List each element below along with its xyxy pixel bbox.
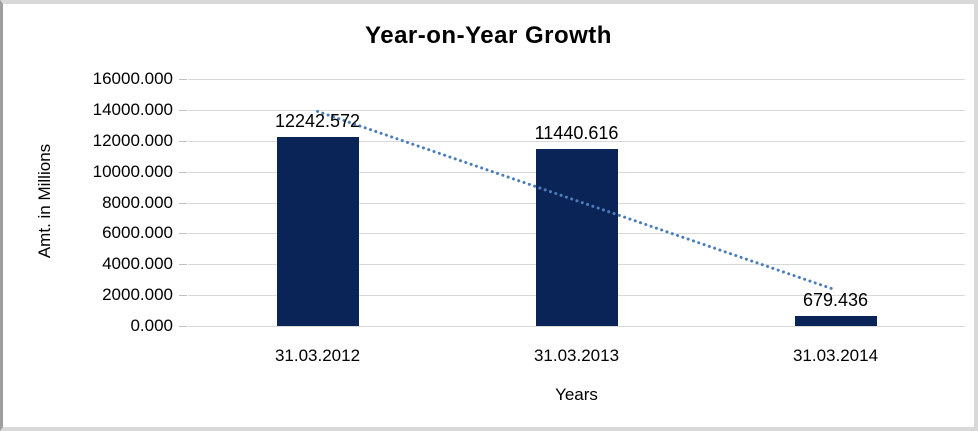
bar-31.03.2014[interactable] bbox=[794, 315, 877, 326]
y-tick-label: 16000.000 bbox=[92, 69, 173, 88]
x-tick-label: 31.03.2014 bbox=[792, 346, 879, 365]
data-label: 679.436 bbox=[802, 289, 869, 310]
y-tick-label: 14000.000 bbox=[92, 99, 173, 119]
gridline bbox=[188, 109, 965, 111]
plot-area: 12242.572 11440.616 679.436 bbox=[188, 79, 965, 327]
y-tick-mark bbox=[179, 202, 187, 204]
y-tick-label: 6000.000 bbox=[102, 223, 173, 243]
bar-31.03.2013[interactable] bbox=[535, 149, 618, 326]
y-tick-mark bbox=[179, 171, 187, 173]
y-tick-label: 12000.000 bbox=[92, 130, 173, 150]
chart-title: Year-on-Year Growth bbox=[365, 22, 612, 49]
gridline bbox=[188, 140, 965, 142]
y-tick-mark bbox=[179, 264, 187, 266]
trendline bbox=[316, 109, 837, 292]
x-tick-label: 31.03.2013 bbox=[533, 346, 620, 365]
y-tick-label: 10000.000 bbox=[92, 161, 173, 181]
y-tick-mark bbox=[179, 233, 187, 235]
y-tick-mark bbox=[179, 109, 187, 111]
y-tick-label: 2000.000 bbox=[102, 285, 173, 305]
x-tick-label: 31.03.2012 bbox=[274, 346, 361, 365]
bar-31.03.2012[interactable] bbox=[276, 137, 359, 326]
y-tick-mark bbox=[179, 295, 187, 297]
y-tick-mark bbox=[179, 79, 187, 80]
y-tick-mark bbox=[179, 326, 187, 327]
y-tick-mark bbox=[179, 140, 187, 142]
y-tick-label: 4000.000 bbox=[102, 254, 173, 274]
y-tick-label: 0.000 bbox=[130, 316, 173, 335]
gridline bbox=[188, 79, 965, 80]
y-tick-label: 8000.000 bbox=[102, 192, 173, 212]
gridline bbox=[188, 326, 965, 327]
data-label: 12242.572 bbox=[274, 111, 361, 132]
data-label: 11440.616 bbox=[534, 123, 619, 144]
x-axis-title: Years bbox=[555, 385, 598, 404]
